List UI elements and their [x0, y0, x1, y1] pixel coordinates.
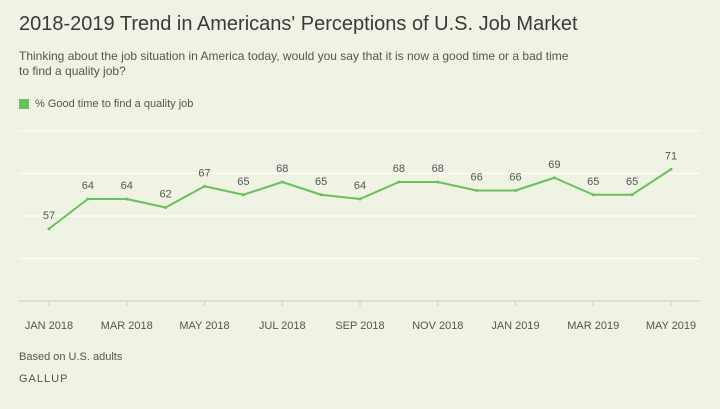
data-point	[319, 193, 323, 197]
x-tick-label: MAR 2019	[567, 320, 619, 332]
legend-label: % Good time to find a quality job	[35, 98, 194, 110]
data-label: 66	[509, 172, 521, 184]
x-tick-label: JUL 2018	[259, 320, 306, 332]
data-point	[436, 180, 440, 184]
data-point	[552, 176, 556, 180]
data-point	[669, 167, 673, 171]
data-point	[397, 180, 401, 184]
data-point	[475, 189, 479, 192]
footnote: Based on U.S. adults	[19, 351, 123, 363]
data-label: 62	[160, 189, 172, 201]
data-point	[47, 227, 51, 231]
data-label: 68	[432, 163, 444, 175]
legend-swatch	[19, 99, 29, 109]
x-tick-label: NOV 2018	[412, 320, 463, 332]
x-tick-label: MAY 2018	[179, 320, 229, 332]
data-label: 66	[471, 172, 483, 184]
x-tick-label: SEP 2018	[335, 320, 384, 332]
data-label: 57	[43, 210, 55, 222]
data-point	[86, 197, 90, 201]
x-tick-label: JAN 2018	[25, 320, 73, 332]
data-label: 64	[121, 180, 133, 192]
data-point	[125, 197, 129, 201]
x-tick-label: MAR 2018	[101, 320, 153, 332]
data-point	[203, 184, 206, 188]
source-label: GALLUP	[19, 373, 69, 385]
data-label: 67	[198, 167, 210, 179]
x-tick-label: JAN 2019	[491, 320, 539, 332]
legend: % Good time to find a quality job	[19, 98, 193, 110]
data-label: 64	[82, 180, 94, 192]
data-point	[514, 189, 517, 192]
data-label: 65	[315, 176, 327, 188]
data-label: 64	[354, 180, 366, 192]
data-label: 69	[548, 159, 560, 171]
data-label: 65	[587, 176, 599, 188]
data-point	[358, 197, 362, 201]
data-point	[591, 193, 595, 197]
chart-title: 2018-2019 Trend in Americans' Perception…	[19, 13, 578, 35]
data-label: 71	[665, 150, 677, 162]
data-point	[280, 180, 284, 184]
data-label: 65	[626, 176, 638, 188]
data-point	[241, 193, 245, 197]
data-point	[630, 193, 634, 197]
data-label: 68	[393, 163, 405, 175]
chart-subtitle: Thinking about the job situation in Amer…	[19, 49, 569, 78]
data-point	[164, 206, 168, 209]
x-tick-label: MAY 2019	[646, 320, 696, 332]
data-label: 65	[237, 176, 249, 188]
data-label: 68	[276, 163, 288, 175]
